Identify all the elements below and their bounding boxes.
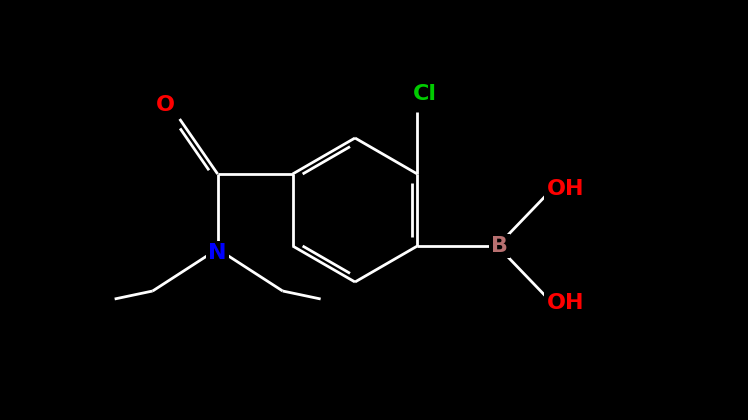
Text: N: N (209, 243, 227, 263)
Text: B: B (491, 236, 508, 256)
Text: O: O (156, 95, 175, 115)
Text: Cl: Cl (414, 84, 438, 104)
Text: OH: OH (547, 179, 584, 199)
Text: OH: OH (547, 293, 584, 313)
